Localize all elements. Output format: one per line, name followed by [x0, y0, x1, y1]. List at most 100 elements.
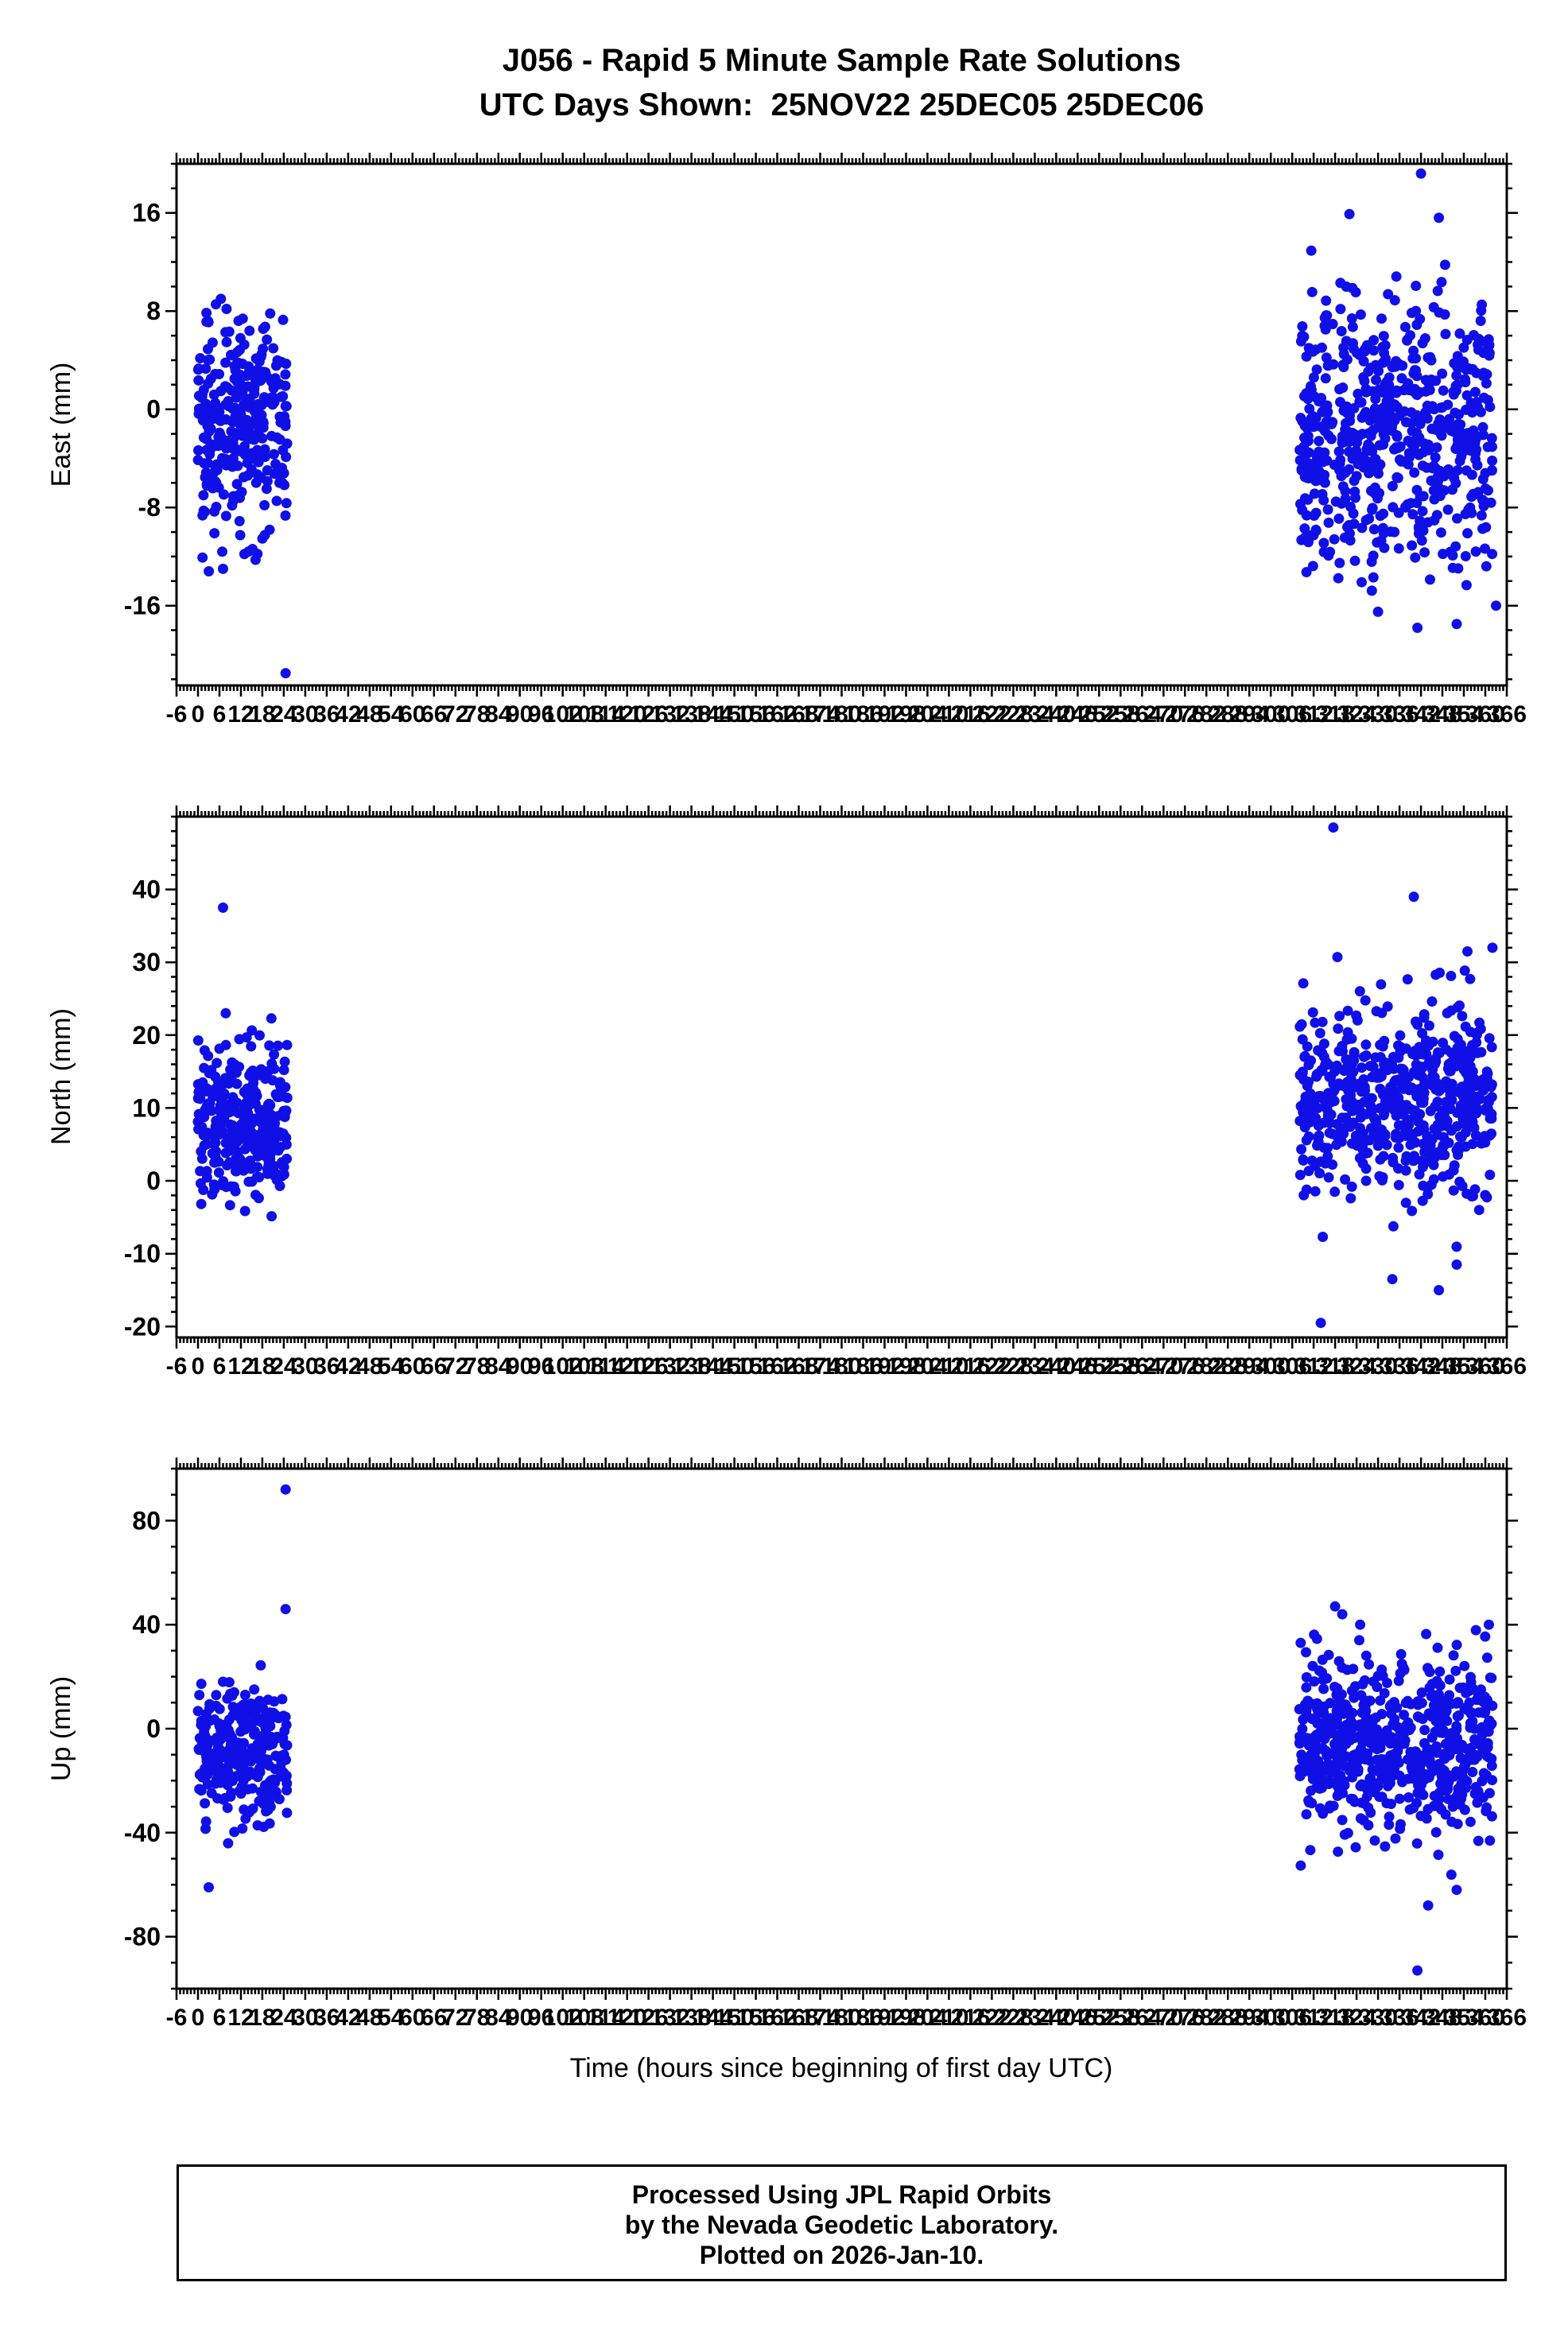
data-point [1481, 369, 1492, 380]
major-ticks [165, 1458, 1518, 2000]
data-point [245, 1139, 256, 1151]
x-tick-label: 144 [693, 701, 733, 728]
data-point [1397, 360, 1408, 371]
data-point [272, 355, 283, 366]
data-point [280, 401, 291, 412]
data-point [1484, 1033, 1495, 1044]
data-point [280, 1484, 291, 1495]
data-point [1299, 1699, 1310, 1710]
data-point [1481, 378, 1492, 389]
x-tick-label: 348 [1422, 2005, 1462, 2031]
x-tick-label: 6 [213, 1353, 227, 1380]
data-point [1446, 1816, 1457, 1827]
data-point [229, 1128, 240, 1139]
data-point [1318, 538, 1329, 549]
data-point [1472, 1797, 1483, 1808]
plot-frame [175, 815, 1508, 1339]
data-point [1416, 1687, 1427, 1698]
data-point [1395, 1030, 1406, 1041]
data-point [1324, 1071, 1335, 1082]
data-point [1367, 1716, 1378, 1727]
data-point [1307, 1007, 1318, 1018]
data-point [243, 1704, 254, 1715]
data-point [222, 1803, 233, 1814]
data-point [229, 373, 240, 384]
data-point [1411, 281, 1422, 291]
x-tick-label: 18 [249, 2005, 275, 2031]
data-point [1381, 1139, 1392, 1151]
x-tick-label: 24 [270, 701, 297, 728]
data-point [1318, 1707, 1329, 1718]
data-point [1452, 464, 1463, 476]
data-point [1356, 1062, 1367, 1073]
data-point [1411, 1111, 1422, 1122]
data-point [1322, 360, 1333, 371]
data-point [266, 1013, 277, 1024]
data-point [1409, 1151, 1419, 1162]
data-point [258, 1799, 269, 1810]
data-point [220, 1137, 231, 1148]
data-point [269, 448, 279, 460]
data-point [254, 1193, 264, 1204]
data-point [1439, 1709, 1450, 1720]
data-point [1486, 1042, 1497, 1053]
data-point [1455, 1050, 1466, 1061]
data-point [241, 1032, 252, 1043]
data-point [1384, 1811, 1395, 1822]
data-point [1323, 430, 1334, 441]
data-point [1407, 509, 1419, 520]
data-point [1412, 1019, 1423, 1031]
data-point [1366, 1093, 1377, 1104]
data-point [281, 1105, 292, 1116]
data-point [1321, 1057, 1332, 1068]
data-point [254, 1030, 265, 1041]
x-tick-label: 138 [672, 1353, 712, 1380]
data-point [1428, 460, 1439, 472]
x-tick-label: 324 [1337, 1353, 1376, 1380]
data-point [240, 1813, 251, 1824]
data-point [1424, 1020, 1434, 1031]
data-point [1298, 332, 1310, 343]
data-point [1318, 546, 1329, 557]
data-point [1457, 1181, 1468, 1191]
data-point [217, 452, 227, 464]
data-point [1370, 453, 1381, 464]
x-tick-label: 246 [1058, 2005, 1097, 2031]
data-point [1398, 1662, 1409, 1673]
data-point [264, 524, 275, 535]
data-point [1297, 1066, 1308, 1077]
x-tick-label: 330 [1358, 1353, 1398, 1380]
x-tick-label: 30 [292, 2005, 318, 2031]
data-point [1484, 1107, 1495, 1118]
data-point [252, 1738, 263, 1749]
data-point [1455, 1058, 1465, 1069]
data-point [1447, 562, 1458, 573]
x-tick-label: 12 [227, 2005, 254, 2031]
data-point [1485, 1788, 1495, 1799]
data-point [267, 392, 278, 402]
data-point [243, 1129, 254, 1140]
data-point [1446, 970, 1457, 981]
minor-ticks [171, 1463, 1512, 1994]
data-point [1481, 1806, 1492, 1817]
data-point [259, 444, 270, 455]
data-point [1450, 1698, 1461, 1709]
data-point [201, 308, 212, 318]
data-point [1295, 413, 1306, 424]
data-point [1295, 1637, 1306, 1648]
x-tick-label: 294 [1229, 1353, 1269, 1380]
data-point [1333, 573, 1344, 584]
x-tick-label: 24 [270, 2005, 297, 2031]
data-point [210, 1778, 221, 1789]
data-point [1335, 1770, 1346, 1781]
data-point [242, 1083, 253, 1094]
data-point [1368, 572, 1379, 583]
data-point [1314, 1027, 1325, 1038]
data-point [203, 406, 214, 417]
data-point [1317, 342, 1327, 353]
data-point [1425, 1105, 1436, 1116]
x-tick-label: 102 [543, 701, 583, 728]
data-point [252, 409, 263, 420]
data-point [261, 1067, 272, 1078]
data-point [1456, 1793, 1467, 1804]
